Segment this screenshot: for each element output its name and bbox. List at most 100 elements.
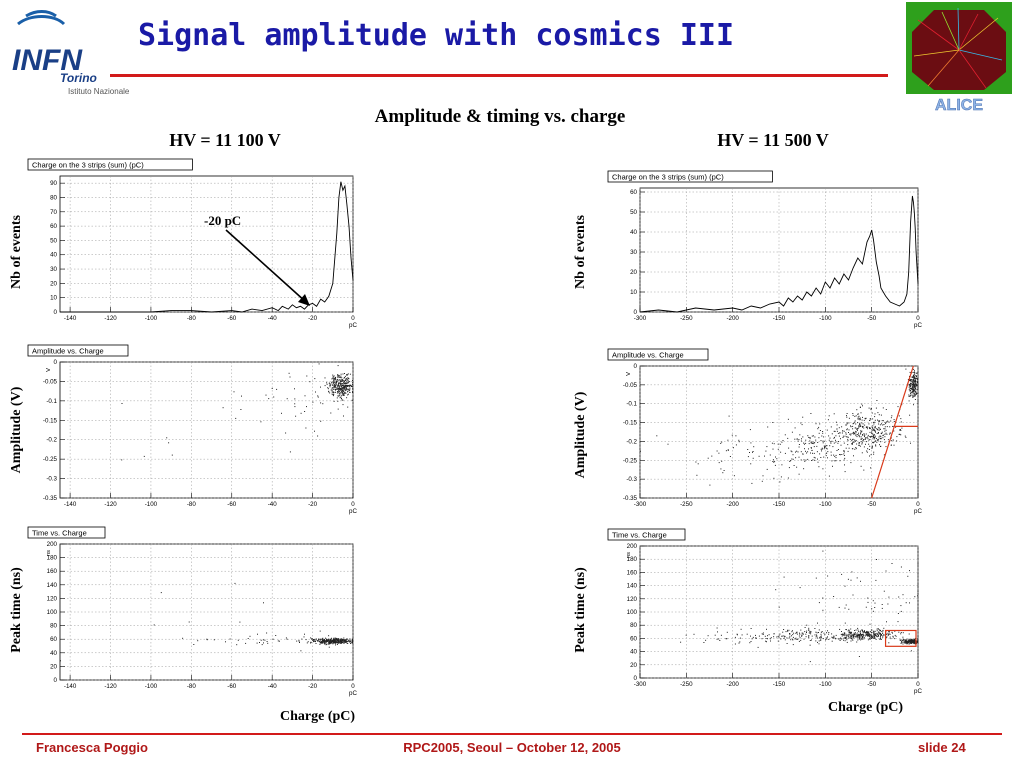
scatter-point (340, 375, 342, 377)
scatter-point (160, 592, 162, 594)
scatter-point (862, 638, 864, 640)
scatter-point (878, 420, 880, 422)
scatter-point (773, 633, 775, 635)
y-tick-label: 40 (50, 650, 57, 657)
scatter-point (806, 452, 807, 454)
scatter-point (912, 380, 914, 382)
scatter-point (808, 443, 810, 445)
scatter-point (914, 377, 916, 379)
scatter-point (750, 641, 752, 642)
scatter-point (879, 435, 881, 437)
scatter-point (900, 421, 902, 423)
scatter-point (911, 386, 913, 388)
scatter-point (796, 450, 798, 452)
scatter-point (912, 395, 914, 397)
scatter-point (797, 440, 799, 442)
scatter-point (914, 388, 916, 390)
scatter-point (911, 638, 913, 640)
scatter-point (334, 641, 336, 643)
scatter-point (333, 379, 334, 381)
scatter-point (767, 638, 768, 640)
scatter-point (861, 638, 863, 640)
scatter-point (318, 638, 320, 640)
scatter-point (351, 638, 353, 640)
scatter-point (808, 448, 809, 450)
scatter-point (864, 632, 866, 633)
scatter-point (869, 455, 870, 457)
scatter-point (823, 632, 825, 634)
scatter-point (844, 635, 846, 637)
xlabel-charge-left: Charge (pC) (280, 709, 356, 724)
y-tick-label: 0 (54, 309, 58, 316)
x-tick-label: 0 (916, 315, 920, 322)
scatter-point (917, 391, 919, 393)
scatter-point (782, 440, 784, 441)
scatter-point (858, 436, 860, 438)
scatter-point (864, 438, 866, 440)
scatter-point (912, 372, 914, 373)
scatter-point (873, 434, 875, 436)
scatter-point (862, 426, 863, 427)
scatter-point (852, 441, 854, 443)
scatter-point (905, 640, 907, 642)
scatter-point (898, 415, 900, 417)
scatter-point (349, 641, 351, 643)
scatter-point (917, 643, 919, 645)
scatter-point (720, 442, 722, 444)
scatter-point (872, 637, 874, 639)
scatter-point (858, 426, 860, 428)
scatter-point (847, 578, 849, 580)
scatter-point (803, 442, 805, 444)
scatter-point (859, 419, 861, 421)
scatter-point (765, 450, 767, 452)
scatter-point (909, 379, 911, 381)
scatter-point (877, 432, 879, 434)
scatter-point (914, 376, 916, 378)
scatter-point (790, 639, 792, 641)
scatter-point (347, 377, 349, 379)
scatter-point (333, 395, 334, 397)
scatter-point (847, 438, 849, 440)
scatter-point (886, 621, 887, 623)
scatter-point (917, 377, 919, 379)
scatter-point (842, 430, 844, 432)
scatter-point (913, 385, 915, 387)
scatter-point (764, 635, 766, 637)
scatter-point (913, 643, 915, 645)
scatter-point (881, 420, 883, 422)
scatter-point (905, 640, 907, 642)
scatter-point (816, 635, 818, 637)
scatter-point (857, 427, 859, 429)
scatter-point (881, 631, 883, 632)
scatter-point (878, 414, 880, 416)
scatter-point (342, 380, 344, 382)
scatter-point (888, 421, 890, 423)
scatter-point (858, 424, 860, 426)
scatter-point (858, 417, 860, 419)
scatter-point (347, 373, 349, 375)
scatter-point (822, 440, 824, 442)
scatter-point (837, 432, 839, 434)
scatter-point (851, 444, 853, 445)
scatter-point (849, 630, 850, 632)
scatter-point (874, 429, 875, 431)
scatter-point (718, 638, 720, 640)
scatter-point (914, 638, 916, 640)
scatter-point (796, 466, 798, 468)
scatter-point (793, 465, 795, 466)
scatter-point (315, 391, 316, 393)
scatter-point (841, 573, 843, 575)
scatter-point (862, 416, 863, 418)
scatter-point (884, 426, 886, 428)
scatter-point (865, 632, 867, 634)
scatter-point (874, 437, 876, 438)
scatter-point (326, 639, 327, 641)
scatter-point (910, 384, 912, 386)
scatter-point (685, 634, 687, 636)
scatter-point (866, 631, 868, 633)
scatter-point (320, 402, 322, 404)
scatter-point (914, 380, 916, 382)
x-tick-label: -100 (145, 501, 158, 508)
y-tick-label: 40 (50, 252, 57, 259)
scatter-point (915, 383, 917, 385)
